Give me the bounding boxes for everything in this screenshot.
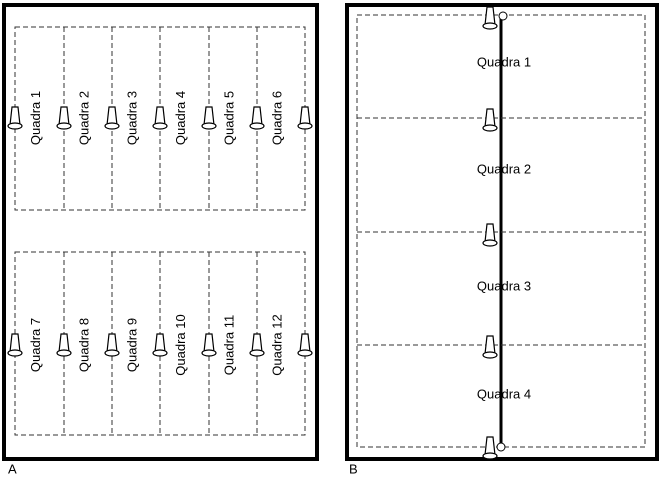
cone bbox=[58, 333, 70, 353]
cone bbox=[106, 333, 118, 353]
cone bbox=[484, 335, 496, 355]
cone-base bbox=[104, 122, 120, 130]
cone-base bbox=[7, 122, 23, 130]
cone bbox=[154, 333, 166, 353]
cone-base bbox=[56, 349, 72, 357]
court-label: Quadra 6 bbox=[269, 91, 284, 145]
cone bbox=[203, 106, 215, 126]
cone-base bbox=[152, 349, 168, 357]
court-label: Quadra 4 bbox=[477, 386, 531, 401]
post bbox=[498, 11, 508, 21]
court-label: Quadra 9 bbox=[124, 318, 139, 372]
court-label: Quadra 10 bbox=[173, 314, 188, 375]
cone bbox=[251, 333, 263, 353]
court-label: Quadra 2 bbox=[477, 161, 531, 176]
cone-base bbox=[201, 349, 217, 357]
panel-label: B bbox=[349, 461, 358, 476]
panel-a-frame bbox=[2, 3, 319, 461]
cone bbox=[9, 333, 21, 353]
cone bbox=[484, 436, 496, 456]
panel-b-frame bbox=[345, 3, 659, 461]
panel-label: A bbox=[8, 461, 17, 476]
cone bbox=[203, 333, 215, 353]
cone-base bbox=[482, 124, 498, 132]
cone-base bbox=[7, 349, 23, 357]
cone-base bbox=[152, 122, 168, 130]
cone bbox=[9, 106, 21, 126]
cone-base bbox=[482, 351, 498, 359]
court-label: Quadra 12 bbox=[269, 314, 284, 375]
cone bbox=[299, 333, 311, 353]
cone-base bbox=[249, 122, 265, 130]
court-label: Quadra 7 bbox=[28, 318, 43, 372]
court-label: Quadra 11 bbox=[221, 315, 236, 375]
cone-base bbox=[56, 122, 72, 130]
court-label: Quadra 8 bbox=[76, 318, 91, 372]
cone-base bbox=[297, 122, 313, 130]
cone bbox=[484, 108, 496, 128]
post bbox=[496, 442, 506, 452]
cone bbox=[484, 223, 496, 243]
cone bbox=[484, 6, 496, 26]
cone-base bbox=[249, 349, 265, 357]
cone bbox=[106, 106, 118, 126]
cone-base bbox=[482, 22, 498, 30]
cone bbox=[251, 106, 263, 126]
court-label: Quadra 2 bbox=[76, 91, 91, 145]
court-label: Quadra 1 bbox=[28, 91, 43, 145]
court-label: Quadra 4 bbox=[173, 91, 188, 145]
cone-base bbox=[201, 122, 217, 130]
court-label: Quadra 1 bbox=[477, 54, 531, 69]
cone-base bbox=[297, 349, 313, 357]
court-label: Quadra 3 bbox=[477, 278, 531, 293]
court-label: Quadra 3 bbox=[124, 91, 139, 145]
cone-base bbox=[482, 452, 498, 460]
cone-base bbox=[104, 349, 120, 357]
cone bbox=[154, 106, 166, 126]
court-label: Quadra 5 bbox=[221, 91, 236, 145]
cone-base bbox=[482, 239, 498, 247]
cone bbox=[299, 106, 311, 126]
cone bbox=[58, 106, 70, 126]
